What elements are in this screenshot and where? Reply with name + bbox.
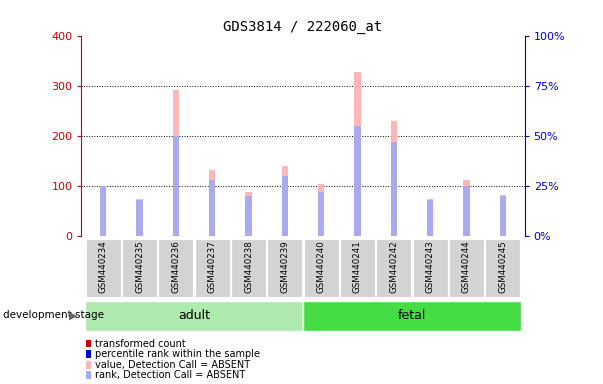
- Title: GDS3814 / 222060_at: GDS3814 / 222060_at: [224, 20, 382, 34]
- Text: development stage: development stage: [3, 310, 104, 320]
- Bar: [318, 184, 324, 236]
- Bar: [391, 121, 397, 236]
- Text: rank, Detection Call = ABSENT: rank, Detection Call = ABSENT: [95, 370, 245, 380]
- FancyBboxPatch shape: [376, 239, 411, 297]
- Text: adult: adult: [178, 309, 210, 322]
- Text: GSM440237: GSM440237: [207, 240, 216, 293]
- Bar: [209, 180, 215, 236]
- FancyBboxPatch shape: [412, 239, 447, 297]
- Text: GSM440245: GSM440245: [498, 240, 507, 293]
- Bar: [354, 126, 361, 236]
- Bar: [86, 350, 92, 358]
- Text: value, Detection Call = ABSENT: value, Detection Call = ABSENT: [95, 360, 250, 370]
- Bar: [318, 192, 324, 236]
- FancyBboxPatch shape: [195, 239, 230, 297]
- FancyBboxPatch shape: [340, 239, 375, 297]
- Bar: [463, 180, 470, 236]
- Bar: [427, 199, 434, 236]
- Bar: [172, 136, 179, 236]
- FancyBboxPatch shape: [304, 239, 339, 297]
- Bar: [391, 142, 397, 236]
- Text: GSM440241: GSM440241: [353, 240, 362, 293]
- Bar: [86, 371, 92, 379]
- Text: percentile rank within the sample: percentile rank within the sample: [95, 349, 260, 359]
- Bar: [100, 186, 107, 236]
- FancyBboxPatch shape: [485, 239, 520, 297]
- Text: fetal: fetal: [398, 309, 426, 322]
- Bar: [245, 192, 252, 236]
- FancyBboxPatch shape: [122, 239, 157, 297]
- Text: GSM440244: GSM440244: [462, 240, 471, 293]
- Bar: [463, 186, 470, 236]
- Bar: [136, 200, 143, 236]
- FancyBboxPatch shape: [267, 239, 302, 297]
- FancyBboxPatch shape: [86, 239, 121, 297]
- Bar: [282, 176, 288, 236]
- Bar: [100, 186, 107, 236]
- Bar: [86, 361, 92, 369]
- FancyBboxPatch shape: [449, 239, 484, 297]
- Text: GSM440242: GSM440242: [390, 240, 399, 293]
- Text: GSM440243: GSM440243: [426, 240, 435, 293]
- Bar: [209, 170, 215, 236]
- Text: GSM440238: GSM440238: [244, 240, 253, 293]
- FancyBboxPatch shape: [159, 239, 194, 297]
- Bar: [172, 90, 179, 236]
- Bar: [499, 195, 506, 236]
- Bar: [282, 166, 288, 236]
- Bar: [354, 73, 361, 236]
- Bar: [136, 199, 143, 236]
- Text: ▶: ▶: [69, 310, 77, 320]
- Bar: [86, 339, 92, 348]
- FancyBboxPatch shape: [303, 301, 521, 331]
- Bar: [427, 200, 434, 236]
- Bar: [245, 196, 252, 236]
- Bar: [499, 196, 506, 236]
- Text: GSM440236: GSM440236: [171, 240, 180, 293]
- FancyBboxPatch shape: [85, 301, 303, 331]
- FancyBboxPatch shape: [231, 239, 266, 297]
- Text: GSM440235: GSM440235: [135, 240, 144, 293]
- Text: GSM440239: GSM440239: [280, 240, 289, 293]
- Text: GSM440234: GSM440234: [99, 240, 108, 293]
- Text: GSM440240: GSM440240: [317, 240, 326, 293]
- Text: transformed count: transformed count: [95, 339, 186, 349]
